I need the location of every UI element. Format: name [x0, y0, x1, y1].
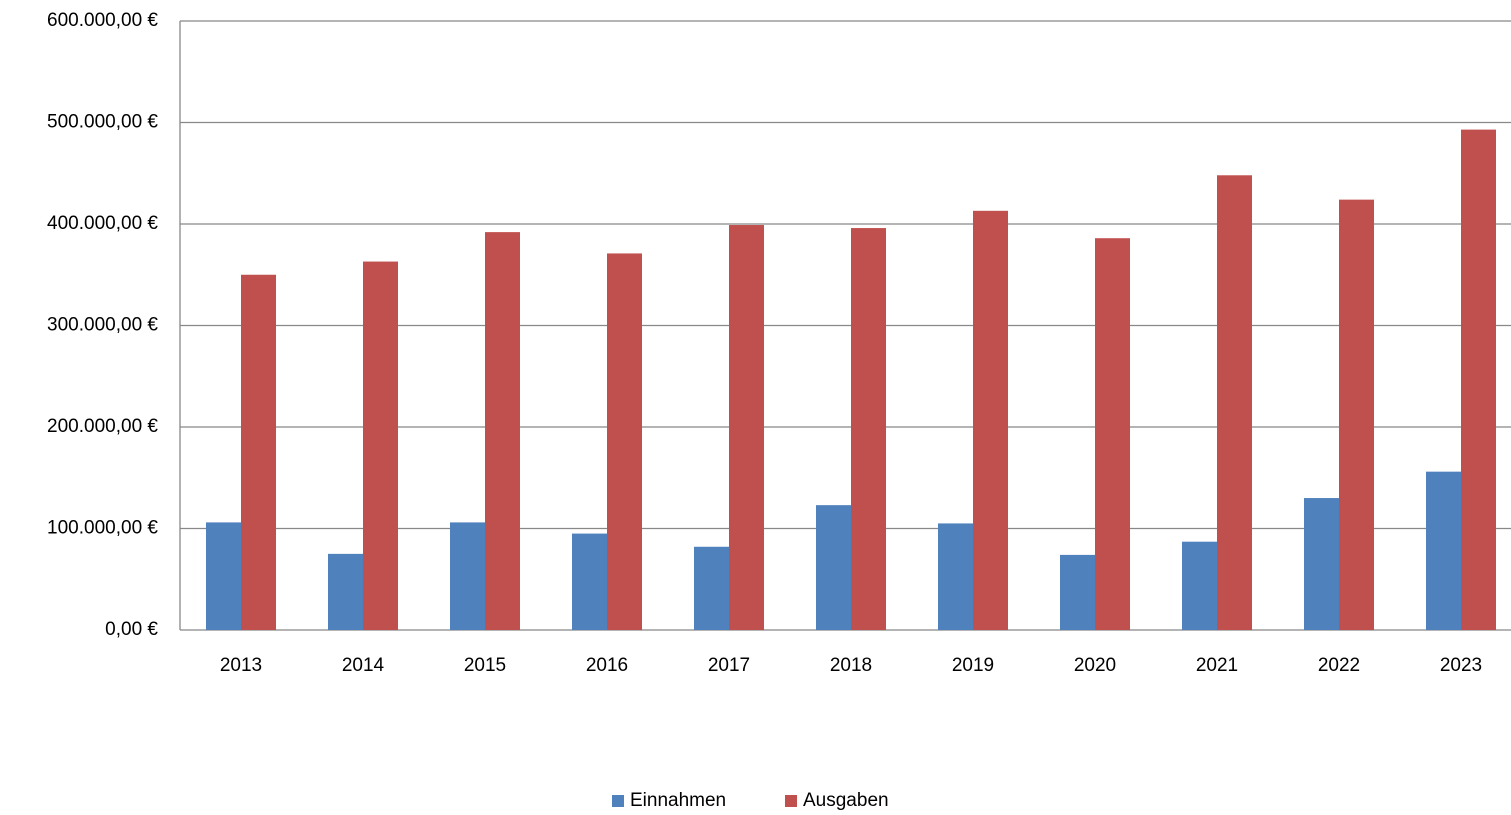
- bar: [241, 274, 276, 630]
- y-tick-label: 100.000,00 €: [47, 518, 158, 539]
- bar: [851, 228, 886, 630]
- x-tick-label: 2017: [708, 655, 750, 676]
- x-tick-label: 2022: [1318, 655, 1360, 676]
- bar: [328, 553, 363, 630]
- bar: [485, 232, 520, 630]
- bar: [694, 546, 729, 630]
- legend-label: Einnahmen: [630, 790, 726, 811]
- y-tick-label: 400.000,00 €: [47, 213, 158, 234]
- x-tick-label: 2019: [952, 655, 994, 676]
- bar: [938, 523, 973, 630]
- bar: [729, 225, 764, 630]
- y-tick-label: 200.000,00 €: [47, 416, 158, 437]
- x-tick-label: 2014: [342, 655, 385, 676]
- bar: [816, 505, 851, 630]
- bar: [1182, 541, 1217, 630]
- x-tick-label: 2023: [1440, 655, 1482, 676]
- x-tick-label: 2018: [830, 655, 872, 676]
- x-tick-label: 2016: [586, 655, 628, 676]
- bar: [973, 210, 1008, 630]
- y-tick-label: 500.000,00 €: [47, 112, 158, 133]
- y-tick-label: 300.000,00 €: [47, 315, 158, 336]
- bar: [607, 253, 642, 630]
- bar: [1304, 498, 1339, 630]
- x-tick-label: 2013: [220, 655, 262, 676]
- bar: [1426, 471, 1461, 630]
- bar: [206, 522, 241, 630]
- legend-swatch: [612, 795, 624, 807]
- legend-label: Ausgaben: [803, 790, 889, 811]
- bar: [1060, 554, 1095, 630]
- bar: [450, 522, 485, 630]
- bar: [1339, 199, 1374, 630]
- bar: [1461, 129, 1496, 631]
- bar: [572, 533, 607, 630]
- x-tick-label: 2020: [1074, 655, 1116, 676]
- bar: [1217, 175, 1252, 630]
- x-tick-label: 2021: [1196, 655, 1238, 676]
- x-tick-label: 2015: [464, 655, 506, 676]
- legend-swatch: [785, 795, 797, 807]
- bar: [1095, 238, 1130, 630]
- y-tick-label: 0,00 €: [105, 619, 158, 640]
- bar: [363, 261, 398, 630]
- y-tick-label: 600.000,00 €: [47, 10, 158, 31]
